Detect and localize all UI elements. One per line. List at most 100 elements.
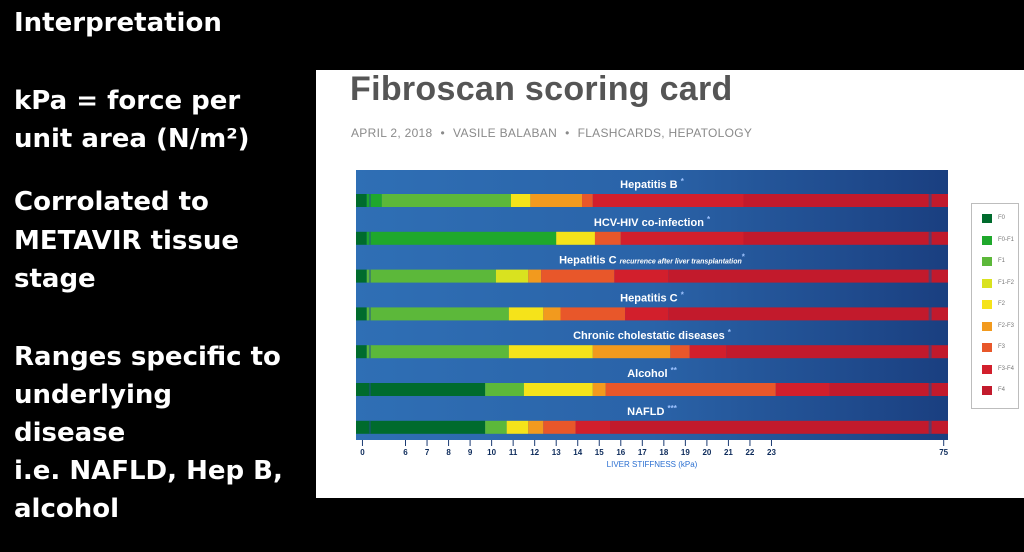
x-tick-label: 15	[595, 448, 604, 457]
bar-stripe	[368, 383, 371, 396]
meta-separator: •	[440, 126, 446, 140]
x-tick-label: 13	[552, 448, 561, 457]
bar-stripe	[368, 194, 371, 207]
bar-stripe	[928, 383, 932, 396]
legend-label: F0	[998, 215, 1006, 221]
legend-swatch	[982, 257, 992, 266]
x-tick-label: 11	[509, 448, 518, 457]
bar-segment-f2-f3	[530, 194, 583, 207]
bar-segment-f4	[829, 383, 948, 396]
post-author: VASILE BALABAN	[453, 126, 558, 140]
bar-segment-f4	[668, 307, 948, 321]
bar-segment-f2-f3	[592, 383, 606, 396]
legend-swatch	[982, 300, 992, 309]
row-label: Hepatitis B *	[620, 177, 685, 191]
legend-swatch	[982, 364, 992, 374]
legend-label: F3	[998, 344, 1006, 350]
bar-segment-f3-f4	[620, 231, 744, 245]
x-tick-label: 12	[530, 448, 539, 457]
bar-stripe	[368, 420, 371, 434]
post-meta: APRIL 2, 2018 • VASILE BALABAN • FLASHCARDS,…	[351, 126, 752, 140]
legend-label: F4	[998, 387, 1006, 393]
bar-segment-f4	[743, 194, 948, 207]
bar-segment-f3	[605, 383, 776, 396]
bar-segment-f2	[508, 345, 593, 359]
bar-stripe	[928, 420, 932, 434]
bar-stripe	[368, 269, 371, 283]
x-tick-label: 22	[745, 448, 754, 457]
x-tick-label: 20	[702, 448, 711, 457]
legend-swatch	[982, 235, 992, 245]
bar-segment-f2-f3	[528, 269, 542, 283]
legend-swatch	[982, 321, 992, 331]
bar-segment-f3	[560, 307, 626, 321]
chart-legend: F0 F0-F1 F1 F1-F2 F2 F2-F3 F3 F3-F4 F4	[971, 203, 1019, 409]
bar-segment-f4	[726, 345, 948, 359]
meta-separator: •	[565, 126, 570, 140]
chart-svg: Hepatitis B * HCV-HIV co-infection * Hepat…	[356, 177, 948, 470]
x-tick-label: 16	[616, 448, 625, 457]
legend-label: F2	[998, 301, 1006, 307]
ranges-line4: i.e. NAFLD, Hep B,	[14, 456, 283, 486]
bar-segment-f3	[541, 269, 615, 283]
legend-label: F2-F3	[998, 322, 1015, 329]
legend-label: F1-F2	[998, 279, 1015, 286]
x-tick-label: 23	[767, 448, 776, 457]
correlation-line2: METAVIR tissue	[14, 226, 240, 256]
bar-stripe	[928, 307, 932, 321]
bar-segment-f3-f4	[614, 269, 669, 283]
x-tick-label: 75	[939, 448, 948, 457]
bar-segment-f3	[594, 231, 621, 245]
bar-segment-f0	[356, 269, 367, 283]
bar-segment-f3	[543, 420, 576, 434]
bar-segment-f4	[668, 269, 948, 283]
bar-segment-f0	[356, 345, 367, 359]
bar-stripe	[368, 345, 371, 359]
x-tick-label: 7	[425, 448, 430, 457]
legend-swatch	[982, 386, 992, 395]
legend-swatch	[982, 214, 992, 223]
legend-swatch	[982, 343, 992, 352]
x-tick-label: 10	[487, 448, 496, 457]
row-label: Hepatitis C recurrence after liver trans…	[559, 253, 746, 267]
x-tick-label: 18	[659, 448, 668, 457]
bar-stripe	[928, 194, 932, 207]
correlation-line3: stage	[14, 264, 96, 294]
bar-stripe	[368, 307, 371, 321]
bar-segment-f4	[610, 420, 948, 434]
bar-segment-f0	[356, 420, 486, 434]
x-tick-label: 9	[468, 448, 473, 457]
legend-label: F3-F4	[998, 365, 1015, 372]
bar-segment-f1	[485, 383, 524, 396]
ranges-line1: Ranges specific to	[14, 342, 281, 372]
bar-segment-f2	[523, 383, 593, 396]
kpa-definition-line2: unit area (N/m²)	[14, 124, 250, 154]
bar-segment-f2-f3	[543, 307, 561, 321]
bar-segment-f3	[582, 194, 593, 207]
bar-stripe	[368, 231, 371, 245]
fibroscan-card: Fibroscan scoring card APRIL 2, 2018 • VAS…	[316, 70, 1024, 498]
bar-segment-f1-f2	[495, 269, 529, 283]
bar-segment-f2	[506, 420, 529, 434]
bar-segment-f0	[356, 231, 367, 245]
x-tick-label: 14	[573, 448, 582, 457]
bar-segment-f3-f4	[625, 307, 669, 321]
x-tick-label: 19	[681, 448, 690, 457]
bar-stripe	[928, 269, 932, 283]
bar-segment-f2-f3	[592, 345, 671, 359]
bar-segment-f3-f4	[689, 345, 727, 359]
ranges-line5: alcohol	[14, 494, 120, 524]
legend-label: F1	[998, 258, 1006, 264]
legend-label: F0-F1	[998, 236, 1015, 243]
bar-segment-f0	[356, 194, 367, 207]
row-label: Hepatitis C *	[620, 290, 685, 304]
bar-segment-f2-f3	[528, 420, 544, 434]
x-tick-label: 6	[403, 448, 408, 457]
ranges-line2: underlying	[14, 380, 172, 410]
bar-stripe	[928, 231, 932, 245]
bar-stripe	[928, 345, 932, 359]
x-tick-label: 21	[724, 448, 733, 457]
x-axis-label: LIVER STIFFNESS (kPa)	[607, 460, 698, 469]
row-label: NAFLD ***	[627, 404, 678, 418]
x-tick-label: 8	[446, 448, 451, 457]
